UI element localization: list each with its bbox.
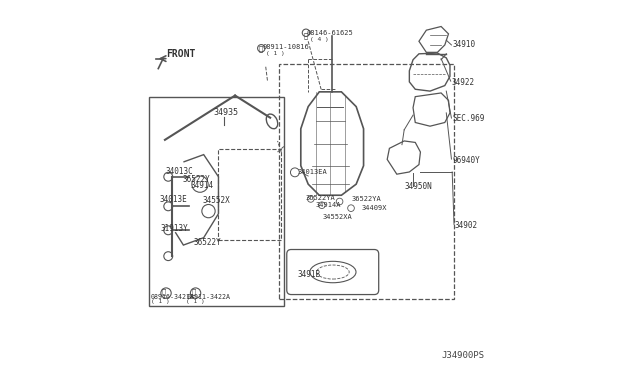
Text: ( 1 ): ( 1 ) bbox=[266, 51, 284, 55]
Text: ( 1 ): ( 1 ) bbox=[151, 299, 170, 304]
Text: J34900PS: J34900PS bbox=[441, 350, 484, 360]
Text: ( 4 ): ( 4 ) bbox=[310, 36, 329, 42]
Text: 34922: 34922 bbox=[451, 78, 475, 87]
Text: 08911-3422A: 08911-3422A bbox=[186, 294, 230, 300]
Text: 36522Y: 36522Y bbox=[194, 238, 221, 247]
Text: Ⓝ: Ⓝ bbox=[162, 289, 166, 295]
Text: 36522Y: 36522Y bbox=[182, 175, 211, 184]
Text: 3491B: 3491B bbox=[297, 270, 320, 279]
Text: 34552XA: 34552XA bbox=[323, 214, 353, 220]
Text: 31913Y: 31913Y bbox=[161, 224, 188, 233]
Text: SEC.969: SEC.969 bbox=[452, 114, 484, 123]
Bar bbox=[278, 64, 454, 299]
Text: 08146-61625: 08146-61625 bbox=[307, 30, 353, 36]
Text: 08916-3421A: 08916-3421A bbox=[151, 294, 195, 300]
Text: FRONT: FRONT bbox=[166, 49, 195, 59]
Text: 36522YA: 36522YA bbox=[351, 196, 381, 202]
Text: 34914A: 34914A bbox=[316, 202, 341, 208]
Bar bbox=[218, 149, 281, 240]
Text: 34950N: 34950N bbox=[404, 182, 432, 191]
Text: 08911-10816: 08911-10816 bbox=[262, 44, 308, 50]
Text: 34013EA: 34013EA bbox=[298, 169, 328, 175]
Text: Ⓝ: Ⓝ bbox=[191, 289, 196, 295]
Text: ( 1 ): ( 1 ) bbox=[186, 299, 205, 304]
Text: Ⓑ: Ⓑ bbox=[304, 32, 308, 39]
Text: Ⓝ: Ⓝ bbox=[259, 45, 263, 52]
Text: 34013E: 34013E bbox=[159, 195, 187, 204]
Text: 34910: 34910 bbox=[452, 41, 476, 49]
Bar bbox=[149, 97, 284, 306]
Text: 34013C: 34013C bbox=[166, 167, 193, 176]
Text: 34935: 34935 bbox=[213, 108, 238, 118]
Text: 34902: 34902 bbox=[455, 221, 478, 230]
Text: 34409X: 34409X bbox=[362, 205, 387, 211]
Text: 34552X: 34552X bbox=[203, 196, 230, 205]
Text: 96940Y: 96940Y bbox=[452, 155, 480, 165]
Text: 36522YA: 36522YA bbox=[306, 195, 336, 201]
Text: 34914: 34914 bbox=[190, 182, 213, 190]
